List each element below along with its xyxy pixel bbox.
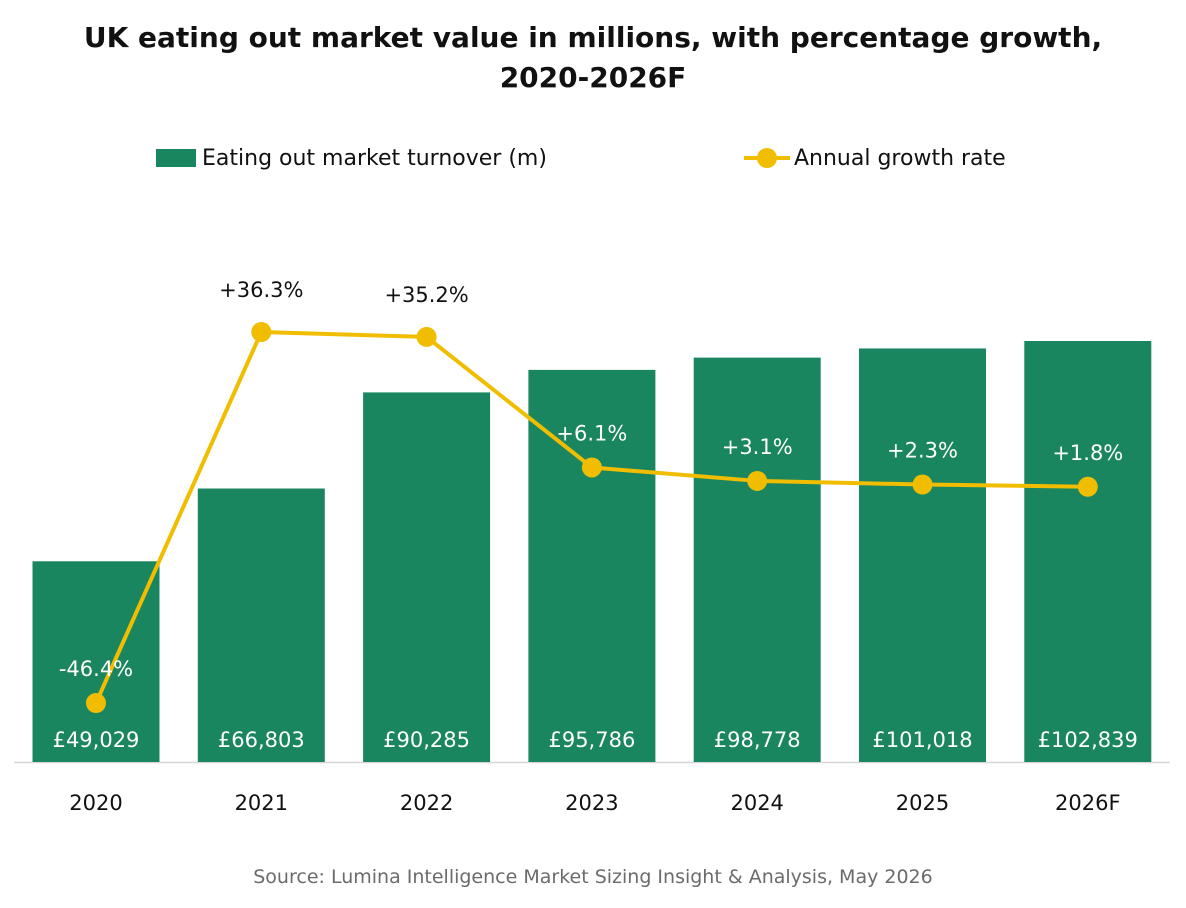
x-tick-label: 2020 bbox=[69, 791, 122, 815]
x-tick-label: 2023 bbox=[565, 791, 618, 815]
chart-title: UK eating out market value in millions, … bbox=[0, 18, 1186, 98]
chart-title-line-2: 2020-2026F bbox=[499, 61, 687, 94]
legend-swatch-line bbox=[744, 148, 790, 168]
bar-2021 bbox=[197, 488, 325, 762]
x-tick-label: 2025 bbox=[896, 791, 949, 815]
x-tick-label: 2026F bbox=[1055, 791, 1121, 815]
legend-label-growth: Annual growth rate bbox=[794, 145, 1006, 171]
bar-value-label: £101,018 bbox=[872, 728, 972, 752]
growth-point bbox=[86, 693, 106, 713]
bar-value-label: £95,786 bbox=[548, 728, 635, 752]
growth-point bbox=[251, 322, 272, 342]
legend-item-growth: Annual growth rate bbox=[744, 138, 1006, 178]
x-tick-label: 2024 bbox=[730, 791, 783, 815]
bar-2020 bbox=[32, 561, 160, 762]
bar-value-label: £98,778 bbox=[714, 728, 801, 752]
growth-point bbox=[1077, 476, 1098, 497]
growth-data-label: +1.8% bbox=[1052, 441, 1123, 465]
bar-value-label: £102,839 bbox=[1038, 728, 1138, 752]
bar-2026f bbox=[1024, 341, 1152, 762]
growth-data-label: +35.2% bbox=[384, 283, 468, 307]
bar-value-label: £90,285 bbox=[383, 728, 470, 752]
chart-title-line-1: UK eating out market value in millions, … bbox=[83, 21, 1103, 54]
growth-data-label: +6.1% bbox=[556, 421, 627, 445]
growth-data-label: +2.3% bbox=[887, 439, 958, 463]
source-note: Source: Lumina Intelligence Market Sizin… bbox=[253, 866, 933, 888]
growth-point bbox=[581, 457, 602, 478]
chart-legend: Eating out market turnover (m) Annual gr… bbox=[0, 138, 1186, 178]
bar-2025 bbox=[859, 348, 986, 762]
x-tick-label: 2022 bbox=[400, 791, 453, 815]
growth-data-label: +36.3% bbox=[219, 278, 303, 302]
bar-value-label: £49,029 bbox=[53, 728, 140, 752]
bar-2022 bbox=[363, 392, 491, 762]
legend-label-turnover: Eating out market turnover (m) bbox=[202, 145, 547, 171]
legend-item-turnover: Eating out market turnover (m) bbox=[156, 138, 547, 178]
bar-value-label: £66,803 bbox=[218, 728, 305, 752]
legend-swatch-bar bbox=[156, 149, 196, 167]
chart-plot-area: £49,029 2020 £66,803 2021 £90,285 2022 £95,786… bbox=[14, 278, 1170, 815]
growth-data-label: +3.1% bbox=[722, 435, 793, 459]
x-tick-label: 2021 bbox=[235, 791, 288, 815]
bar-2024 bbox=[693, 357, 821, 762]
growth-point bbox=[416, 326, 437, 347]
growth-point bbox=[912, 474, 933, 495]
growth-data-label: -46.4% bbox=[59, 657, 133, 681]
growth-point bbox=[747, 470, 768, 491]
